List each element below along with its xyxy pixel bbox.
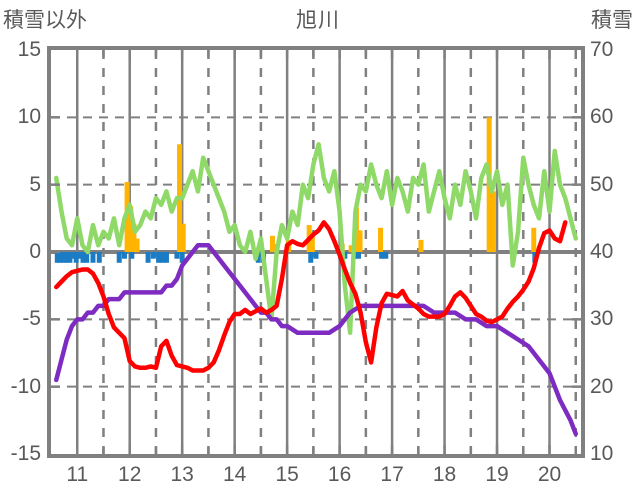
- snowfall-bar: [163, 252, 169, 263]
- snowfall-bar: [313, 252, 319, 259]
- x-axis-label: 13: [170, 463, 194, 486]
- x-axis-label: 15: [275, 463, 299, 486]
- y-axis-left-label: 10: [17, 105, 41, 129]
- y-axis-left-label: 0: [29, 240, 41, 263]
- snowfall-bar: [96, 252, 102, 263]
- snowfall-bar: [61, 252, 67, 263]
- snowfall-bar: [129, 252, 135, 259]
- precipitation-bar: [490, 191, 496, 252]
- precipitation-bar: [128, 206, 134, 252]
- right-axis-title: 積雪: [591, 9, 633, 32]
- snowfall-bar: [308, 252, 314, 263]
- y-axis-right-label: 30: [590, 307, 614, 331]
- snowfall-bar: [84, 252, 90, 263]
- chart-title: 旭川: [296, 9, 340, 32]
- snowfall-bar: [379, 252, 385, 259]
- snowfall-bar: [150, 252, 156, 259]
- snowfall-bar: [159, 252, 165, 263]
- snowfall-bar: [156, 252, 162, 263]
- y-axis-right-label: 70: [590, 38, 614, 61]
- temperature-line: [54, 220, 568, 373]
- y-axis-left-label: 15: [17, 38, 41, 61]
- snowfall-bar: [80, 252, 86, 263]
- snowfall-bar: [77, 252, 83, 259]
- snowfall-bar: [70, 252, 76, 259]
- x-axis-label: 20: [537, 463, 562, 486]
- y-axis-right-label: 60: [590, 105, 614, 129]
- snowfall-bar: [116, 252, 122, 263]
- y-axis-right-label: 20: [590, 374, 614, 398]
- snowfall-bar: [90, 252, 96, 263]
- y-axis-right-label: 10: [590, 442, 614, 465]
- x-axis-label: 18: [432, 463, 457, 486]
- snowfall-bar: [64, 252, 70, 263]
- precipitation-bar: [378, 227, 384, 252]
- x-axis-label: 17: [380, 463, 404, 486]
- precipitation-bar: [180, 223, 186, 252]
- y-axis-right-label: 50: [590, 172, 614, 196]
- snowfall-bar: [73, 252, 79, 263]
- snowfall-bar: [67, 252, 73, 263]
- y-axis-left-label: -10: [10, 374, 41, 398]
- y-axis-left-label: 5: [29, 172, 41, 196]
- precipitation-bar: [131, 223, 137, 252]
- y-axis-left-label: -15: [10, 442, 41, 465]
- snowfall-bar: [174, 252, 180, 259]
- snow-depth-line: [54, 243, 578, 437]
- snowfall-bar: [356, 252, 362, 259]
- snowfall-bar: [179, 252, 185, 263]
- snowfall-bar: [121, 252, 127, 259]
- precipitation-bar: [357, 230, 363, 252]
- plot-canvas: [51, 50, 581, 454]
- humidity-line: [54, 142, 578, 336]
- plot-area: [47, 46, 585, 458]
- precipitation-bar: [348, 245, 354, 252]
- y-axis-left-label: -5: [22, 307, 41, 331]
- x-axis-label: 14: [222, 463, 247, 486]
- snowfall-bar: [145, 252, 151, 263]
- snowfall-bar: [54, 252, 60, 263]
- snowfall-bar: [383, 252, 389, 259]
- precipitation-bar: [531, 227, 537, 252]
- x-axis-label: 16: [327, 463, 352, 486]
- x-axis-label: 11: [66, 463, 89, 486]
- precipitation-bar: [134, 238, 140, 252]
- precipitation-bar: [309, 237, 315, 252]
- x-axis-label: 12: [118, 463, 142, 486]
- snowfall-bar: [57, 252, 63, 263]
- x-axis-label: 19: [485, 463, 509, 486]
- precipitation-bar: [418, 239, 424, 252]
- left-axis-title: 積雪以外: [3, 9, 87, 32]
- precipitation-bar: [269, 235, 275, 252]
- y-axis-right-label: 40: [590, 240, 614, 263]
